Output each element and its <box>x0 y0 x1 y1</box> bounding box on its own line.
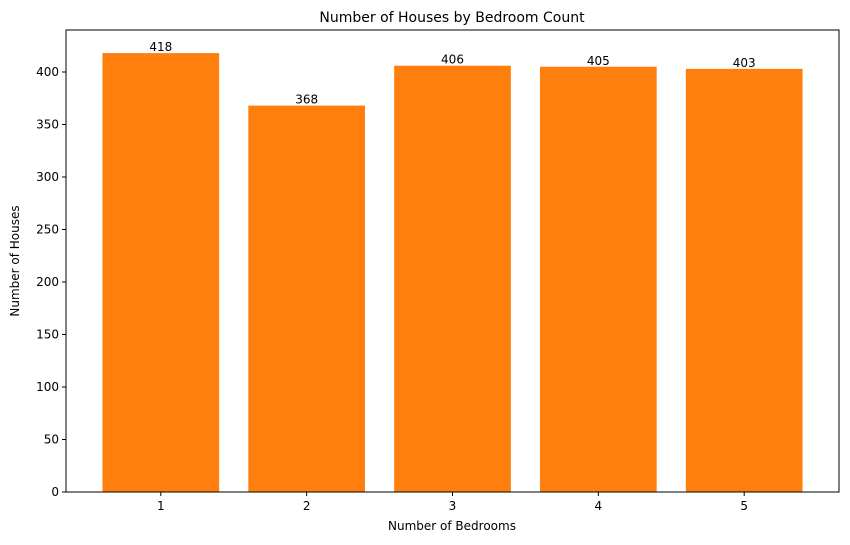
y-tick-label: 150 <box>36 328 59 342</box>
data-label-4: 405 <box>587 54 610 68</box>
x-tick-label: 1 <box>157 499 165 513</box>
data-label-3: 406 <box>441 53 464 67</box>
bar-4 <box>540 66 657 492</box>
x-tick-label: 5 <box>740 499 748 513</box>
bar-3 <box>394 65 511 492</box>
y-tick-label: 200 <box>36 275 59 289</box>
y-tick-label: 100 <box>36 380 59 394</box>
chart-title: Number of Houses by Bedroom Count <box>319 10 585 26</box>
y-tick-label: 400 <box>36 65 59 79</box>
data-labels-group: 418 368 406 405 403 <box>149 40 755 107</box>
x-axis-ticks: 1 2 3 4 5 <box>157 492 748 513</box>
y-axis-label: Number of Houses <box>8 205 22 316</box>
y-tick-label: 0 <box>51 485 59 499</box>
x-tick-label: 4 <box>595 499 603 513</box>
data-label-1: 418 <box>149 40 172 54</box>
x-tick-label: 3 <box>449 499 457 513</box>
y-tick-label: 50 <box>44 433 59 447</box>
x-axis-label: Number of Bedrooms <box>388 519 516 533</box>
y-tick-label: 300 <box>36 170 59 184</box>
bar-1 <box>102 53 220 492</box>
data-label-5: 403 <box>733 56 756 70</box>
y-tick-label: 250 <box>36 223 59 237</box>
x-tick-label: 2 <box>303 499 311 513</box>
bar-2 <box>248 105 365 492</box>
y-axis-ticks: 0 50 100 150 200 250 300 350 400 <box>36 65 66 499</box>
plot-frame <box>65 29 840 493</box>
data-label-2: 368 <box>295 93 318 107</box>
y-tick-label: 350 <box>36 118 59 132</box>
bars-group <box>102 53 803 492</box>
bar-5 <box>685 68 803 492</box>
